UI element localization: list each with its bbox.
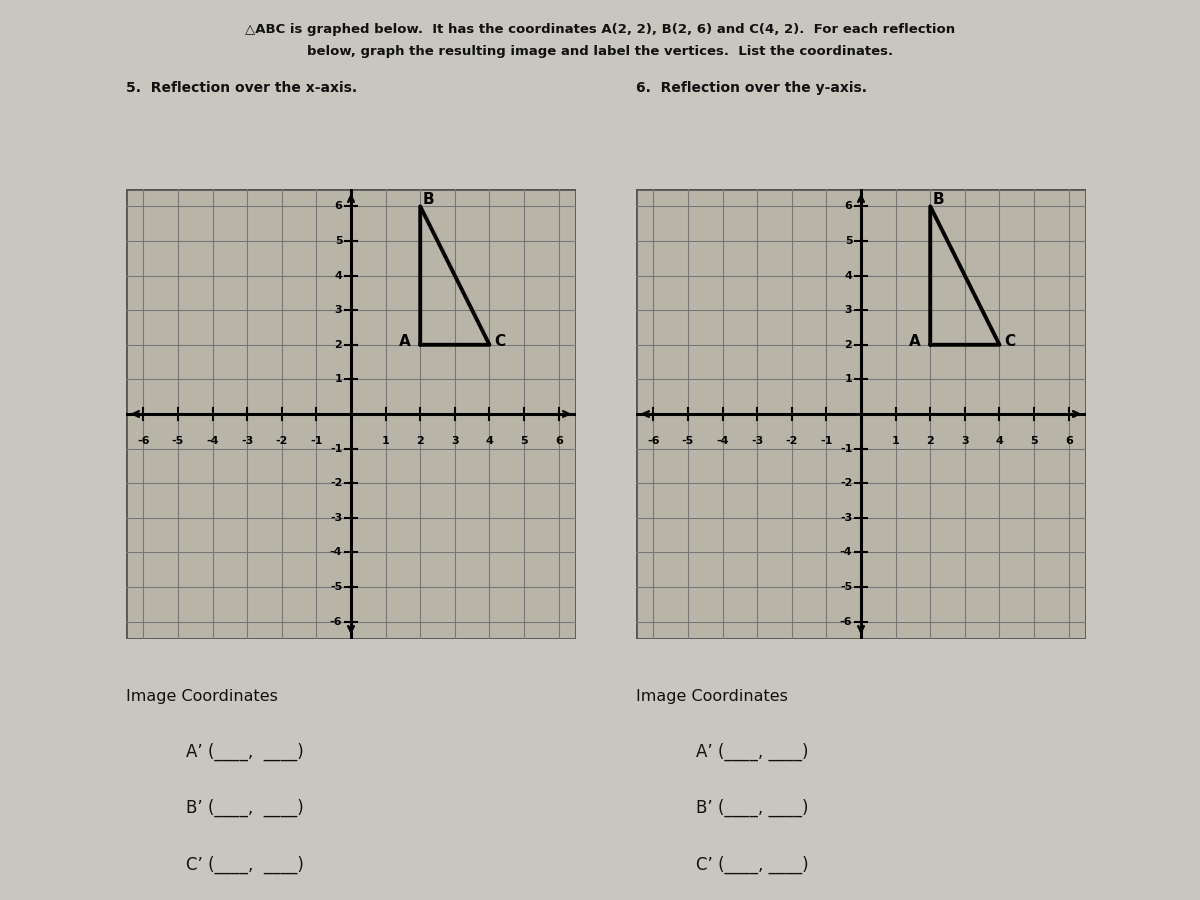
Text: 4: 4: [845, 271, 852, 281]
Text: B’ (____,  ____): B’ (____, ____): [186, 799, 304, 817]
Text: C’ (____,  ____): C’ (____, ____): [186, 856, 304, 874]
Text: 5.  Reflection over the x-axis.: 5. Reflection over the x-axis.: [126, 81, 358, 95]
Text: 5: 5: [521, 436, 528, 446]
Text: B: B: [424, 192, 434, 207]
Text: -3: -3: [751, 436, 763, 446]
Text: B: B: [934, 192, 944, 207]
Text: -4: -4: [840, 547, 852, 557]
Text: 3: 3: [961, 436, 968, 446]
Text: 1: 1: [845, 374, 852, 384]
Text: -6: -6: [840, 616, 852, 626]
Text: C: C: [1004, 334, 1015, 349]
Text: 2: 2: [335, 340, 342, 350]
Text: 6: 6: [335, 202, 342, 211]
Text: -3: -3: [241, 436, 253, 446]
Text: 3: 3: [451, 436, 458, 446]
Text: -6: -6: [137, 436, 150, 446]
Text: 5: 5: [335, 236, 342, 246]
Text: Image Coordinates: Image Coordinates: [126, 688, 278, 704]
Text: A: A: [908, 334, 920, 349]
Text: -1: -1: [310, 436, 323, 446]
Text: A’ (____, ____): A’ (____, ____): [696, 742, 809, 760]
Text: 6.  Reflection over the y-axis.: 6. Reflection over the y-axis.: [636, 81, 866, 95]
Text: 2: 2: [845, 340, 852, 350]
Text: -2: -2: [840, 478, 852, 488]
Text: -5: -5: [330, 582, 342, 592]
Text: 1: 1: [335, 374, 342, 384]
Text: 2: 2: [926, 436, 934, 446]
Text: C’ (____, ____): C’ (____, ____): [696, 856, 809, 874]
Text: -1: -1: [820, 436, 833, 446]
Text: -2: -2: [786, 436, 798, 446]
Text: △ABC is graphed below.  It has the coordinates A(2, 2), B(2, 6) and C(4, 2).  Fo: △ABC is graphed below. It has the coordi…: [245, 22, 955, 35]
Text: 2: 2: [416, 436, 424, 446]
Text: -4: -4: [716, 436, 728, 446]
Text: -6: -6: [647, 436, 660, 446]
Text: B’ (____, ____): B’ (____, ____): [696, 799, 809, 817]
Text: 4: 4: [996, 436, 1003, 446]
Text: -4: -4: [330, 547, 342, 557]
Text: -1: -1: [840, 444, 852, 454]
Text: C: C: [494, 334, 505, 349]
Text: -6: -6: [330, 616, 342, 626]
Text: 3: 3: [845, 305, 852, 315]
Text: -5: -5: [840, 582, 852, 592]
Text: below, graph the resulting image and label the vertices.  List the coordinates.: below, graph the resulting image and lab…: [307, 45, 893, 58]
Text: -3: -3: [330, 513, 342, 523]
Text: 5: 5: [845, 236, 852, 246]
Text: 4: 4: [335, 271, 342, 281]
Text: 1: 1: [892, 436, 900, 446]
Text: 6: 6: [1064, 436, 1073, 446]
Text: 6: 6: [845, 202, 852, 211]
Text: -4: -4: [206, 436, 218, 446]
Text: 1: 1: [382, 436, 390, 446]
Text: -3: -3: [840, 513, 852, 523]
Text: 6: 6: [554, 436, 563, 446]
Text: 4: 4: [486, 436, 493, 446]
Text: -5: -5: [682, 436, 694, 446]
Text: 5: 5: [1031, 436, 1038, 446]
Text: -2: -2: [330, 478, 342, 488]
Text: A’ (____,  ____): A’ (____, ____): [186, 742, 304, 760]
Text: -5: -5: [172, 436, 184, 446]
Text: 3: 3: [335, 305, 342, 315]
Text: A: A: [398, 334, 410, 349]
Text: -1: -1: [330, 444, 342, 454]
Text: -2: -2: [276, 436, 288, 446]
Text: Image Coordinates: Image Coordinates: [636, 688, 788, 704]
